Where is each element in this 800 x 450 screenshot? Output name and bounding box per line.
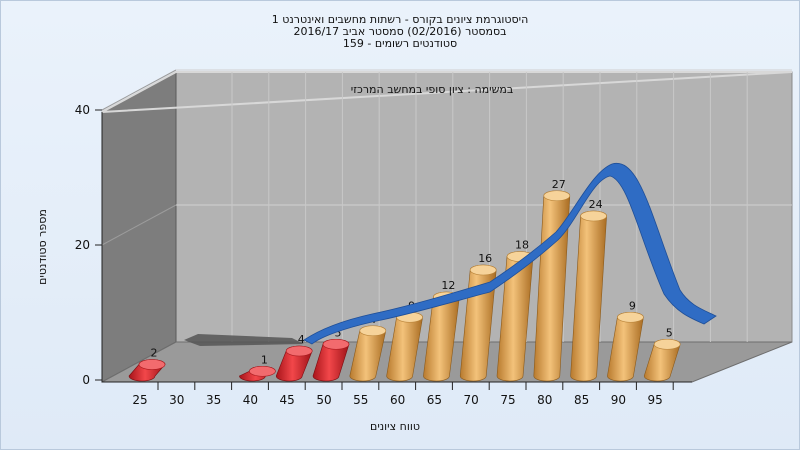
wall-top-edge	[101, 71, 793, 113]
y-tick-label: 40	[75, 103, 90, 117]
x-tick-label: 70	[464, 393, 479, 407]
bar-top	[285, 345, 313, 357]
x-axis: 25 30 35 40 45 50 55 60 65 70 75 80 85 90 95	[102, 381, 692, 407]
x-tick-label: 60	[390, 393, 405, 407]
bar-top	[322, 338, 350, 350]
x-tick-label: 65	[427, 393, 442, 407]
bar-45: 4	[275, 333, 313, 382]
chart-title-line-1: היסטוגרמת ציונים בקורס - רשתות מחשבים וא…	[271, 13, 529, 26]
distribution-curve	[303, 162, 717, 345]
curve-shadow-ribbon	[184, 334, 304, 346]
bar-value-label: 12	[441, 279, 455, 292]
bar-75: 18	[496, 239, 534, 382]
bar-value-label: 5	[666, 326, 673, 339]
bar-80: 27	[533, 178, 571, 382]
bars: 214579121618272495	[128, 178, 681, 382]
curve-shadow	[184, 334, 304, 346]
bar-25: 2	[128, 347, 166, 382]
curve-ribbon	[303, 162, 717, 345]
x-tick-label: 55	[353, 393, 368, 407]
bar-40: 1	[239, 353, 276, 382]
x-tick-label: 90	[611, 393, 626, 407]
bar-value-label: 4	[298, 333, 305, 346]
bar-top	[359, 325, 387, 337]
x-tick-label: 50	[316, 393, 331, 407]
x-tick-label: 35	[206, 393, 221, 407]
bar-top	[617, 311, 644, 323]
y-tick-label: 20	[75, 238, 90, 252]
x-axis-title: טווח ציונים	[370, 420, 420, 433]
bar-value-label: 5	[335, 326, 342, 339]
bar-value-label: 2	[151, 347, 158, 360]
x-tick-label: 45	[280, 393, 295, 407]
bar-value-label: 16	[478, 252, 492, 265]
bar-50: 5	[312, 326, 350, 382]
chart-title-line-2: בסמסטר (02/2016) סמסטר אביב 2016/17	[293, 25, 507, 38]
grid-line-left	[101, 69, 177, 111]
y-axis: 0 20 40	[75, 103, 103, 387]
bar-value-label: 18	[515, 239, 529, 252]
bar-top	[249, 365, 276, 377]
bar-value-label: 9	[629, 299, 636, 312]
x-tick-label: 30	[169, 393, 184, 407]
bar-95: 5	[643, 326, 681, 382]
bar-90: 9	[607, 299, 644, 382]
chart-title-line-3: סטודנטים רשומים - 159	[342, 37, 458, 50]
bar-top	[543, 190, 571, 202]
bar-85: 24	[570, 198, 607, 382]
bar-value-label: 27	[552, 178, 566, 191]
x-tick-label: 25	[132, 393, 147, 407]
x-tick-label: 75	[500, 393, 515, 407]
x-tick-label: 40	[243, 393, 258, 407]
grid-line-left	[101, 204, 177, 246]
bar-value-label: 24	[589, 198, 603, 211]
x-tick-label: 80	[537, 393, 552, 407]
chart-subtitle: במשימה : ציון סופי במחשב המרכזי	[351, 83, 514, 96]
left-wall	[101, 71, 177, 383]
y-tick-label: 0	[82, 373, 90, 387]
bar-top	[653, 338, 681, 350]
y-axis-title: מספר סטודנטים	[36, 209, 49, 285]
bar-top	[138, 359, 166, 370]
x-tick-label: 85	[574, 393, 589, 407]
bar-top	[469, 264, 497, 276]
grid-lines	[101, 69, 792, 342]
bar-value-label: 1	[261, 353, 268, 366]
bar-top	[580, 210, 607, 222]
x-tick-label: 95	[648, 393, 663, 407]
